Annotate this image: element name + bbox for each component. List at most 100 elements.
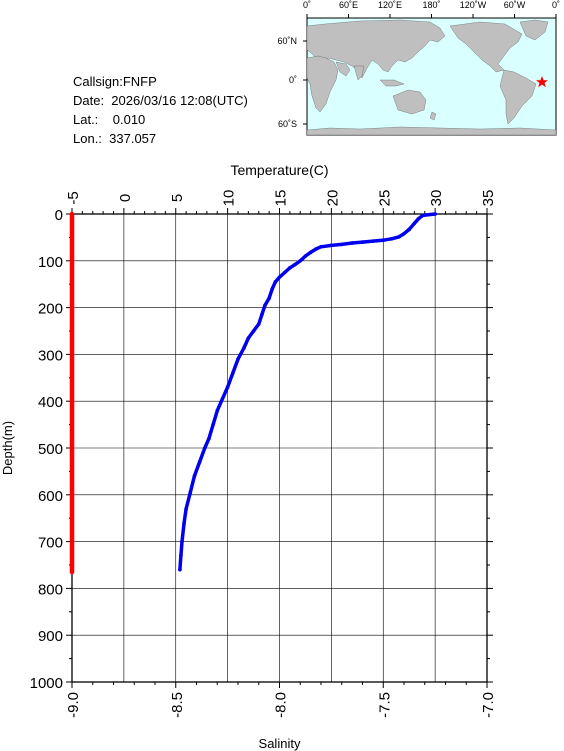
temperature-point <box>251 329 256 333</box>
land-indonesia <box>379 79 405 87</box>
temperature-point <box>246 336 251 340</box>
salinity-tick-labels: -9.0 -8.5 -8.0 -7.5 -7.0 <box>65 692 497 718</box>
temperature-point <box>203 446 207 450</box>
salinity-tick-label: -7.5 <box>376 692 393 718</box>
temperature-profile-line <box>178 212 437 572</box>
temperature-point <box>433 212 437 216</box>
map-top-labels: 0˚ 60˚E 120˚E 180˚ 120˚W 60˚W 0˚ <box>303 0 560 10</box>
depth-tick-label: 0 <box>55 207 63 224</box>
land-south-america <box>499 69 537 125</box>
map-lat-label: 0˚ <box>289 75 297 85</box>
temperature-point <box>236 357 240 361</box>
temperature-tick-label: 35 <box>480 190 497 207</box>
temperature-tick-label: -5 <box>65 191 82 204</box>
temperature-point <box>288 266 292 270</box>
temperature-tick-labels: -5 0 5 10 15 20 25 30 35 <box>65 190 497 207</box>
depth-tick-label: 300 <box>38 347 63 364</box>
depth-tick-label: 1000 <box>30 675 63 692</box>
temperature-point <box>260 312 264 317</box>
map-lon-label: 120˚W <box>460 0 487 10</box>
map-land <box>306 19 557 136</box>
land-antarctica <box>306 126 557 136</box>
temperature-point <box>389 237 394 241</box>
depth-tick-label: 800 <box>38 581 63 598</box>
temperature-point <box>298 259 303 263</box>
temperature-point <box>319 244 323 249</box>
temperature-tick-label: 25 <box>376 190 393 207</box>
salinity-point <box>70 212 74 216</box>
temperature-point <box>179 553 183 558</box>
land-greenland <box>519 19 549 41</box>
temperature-tick-label: 0 <box>117 194 134 202</box>
temperature-point <box>308 250 313 255</box>
map-lat-label: 60˚S <box>278 119 297 129</box>
salinity-tick-label: -8.0 <box>273 692 290 718</box>
temperature-tick-label: 30 <box>428 190 445 207</box>
temperature-point <box>215 408 220 413</box>
land-europe-asia <box>306 19 446 79</box>
temperature-point <box>412 221 417 226</box>
temperature-point <box>329 243 334 248</box>
temperature-point <box>184 507 188 511</box>
depth-tick-label: 900 <box>38 628 63 645</box>
world-map: 0˚ 60˚E 120˚E 180˚ 120˚W 60˚W 0˚ 60˚N 0˚… <box>277 0 560 136</box>
chart-series <box>69 211 437 575</box>
temperature-point <box>293 262 297 267</box>
temperature-point <box>314 247 318 251</box>
depth-tick-label: 700 <box>38 535 63 552</box>
temperature-point <box>178 567 182 572</box>
station-info: Callsign:FNFP Date: 2026/03/16 12:08(UTC… <box>73 72 248 148</box>
date-label: Date: 2026/03/16 12:08(UTC) <box>73 93 248 108</box>
temperature-point <box>197 460 202 464</box>
map-lon-label: 0˚ <box>552 0 560 10</box>
temperature-point <box>397 235 401 239</box>
chart-grid <box>71 213 488 683</box>
map-ticks <box>303 14 557 125</box>
depth-tick-label: 500 <box>38 441 63 458</box>
temperature-point <box>339 242 344 247</box>
map-marker-star-icon <box>536 76 548 88</box>
salinity-point <box>70 259 74 263</box>
land-north-america <box>449 21 523 73</box>
temperature-point <box>188 490 193 495</box>
map-lon-label: 60˚E <box>339 0 358 10</box>
temperature-point <box>267 296 271 301</box>
temperature-point <box>360 240 365 244</box>
temperature-tick-label: 20 <box>324 190 341 207</box>
salinity-point <box>70 539 74 544</box>
temperature-point <box>182 521 186 525</box>
salinity-point <box>70 399 74 404</box>
land-africa <box>306 55 339 113</box>
temperature-point <box>192 474 197 478</box>
map-left-labels: 60˚N 0˚ 60˚S <box>277 36 297 129</box>
temperature-point <box>381 238 386 243</box>
salinity-tick-label: -9.0 <box>65 692 82 718</box>
salinity-point <box>70 352 74 357</box>
longitude-label: Lon.: 337.057 <box>73 131 157 146</box>
salinity-point <box>70 493 74 497</box>
depth-tick-labels: 0 100 200 300 400 500 600 700 800 900 1000 <box>30 207 63 692</box>
temperature-point <box>220 397 225 401</box>
salinity-tick-label: -8.5 <box>169 692 186 718</box>
temperature-point <box>256 322 261 326</box>
temperature-point <box>211 422 215 427</box>
temperature-point <box>282 270 287 275</box>
latitude-label: Lat.: 0.010 <box>73 112 146 127</box>
temperature-point <box>420 213 425 218</box>
salinity-point <box>70 570 74 574</box>
temperature-point <box>273 280 278 284</box>
depth-axis-title: Depth(m) <box>0 421 15 475</box>
temperature-point <box>263 303 267 308</box>
temperature-axis-title: Temperature(C) <box>230 162 328 178</box>
temperature-point <box>231 371 235 375</box>
temperature-point <box>350 241 354 245</box>
temperature-point <box>270 287 275 291</box>
temperature-point <box>180 539 184 544</box>
land-new-zealand <box>429 111 437 121</box>
salinity-point <box>70 446 74 450</box>
depth-tick-label: 200 <box>38 301 63 318</box>
temperature-point <box>277 275 282 279</box>
depth-tick-label: 100 <box>38 254 63 271</box>
temperature-tick-label: 5 <box>169 194 186 202</box>
